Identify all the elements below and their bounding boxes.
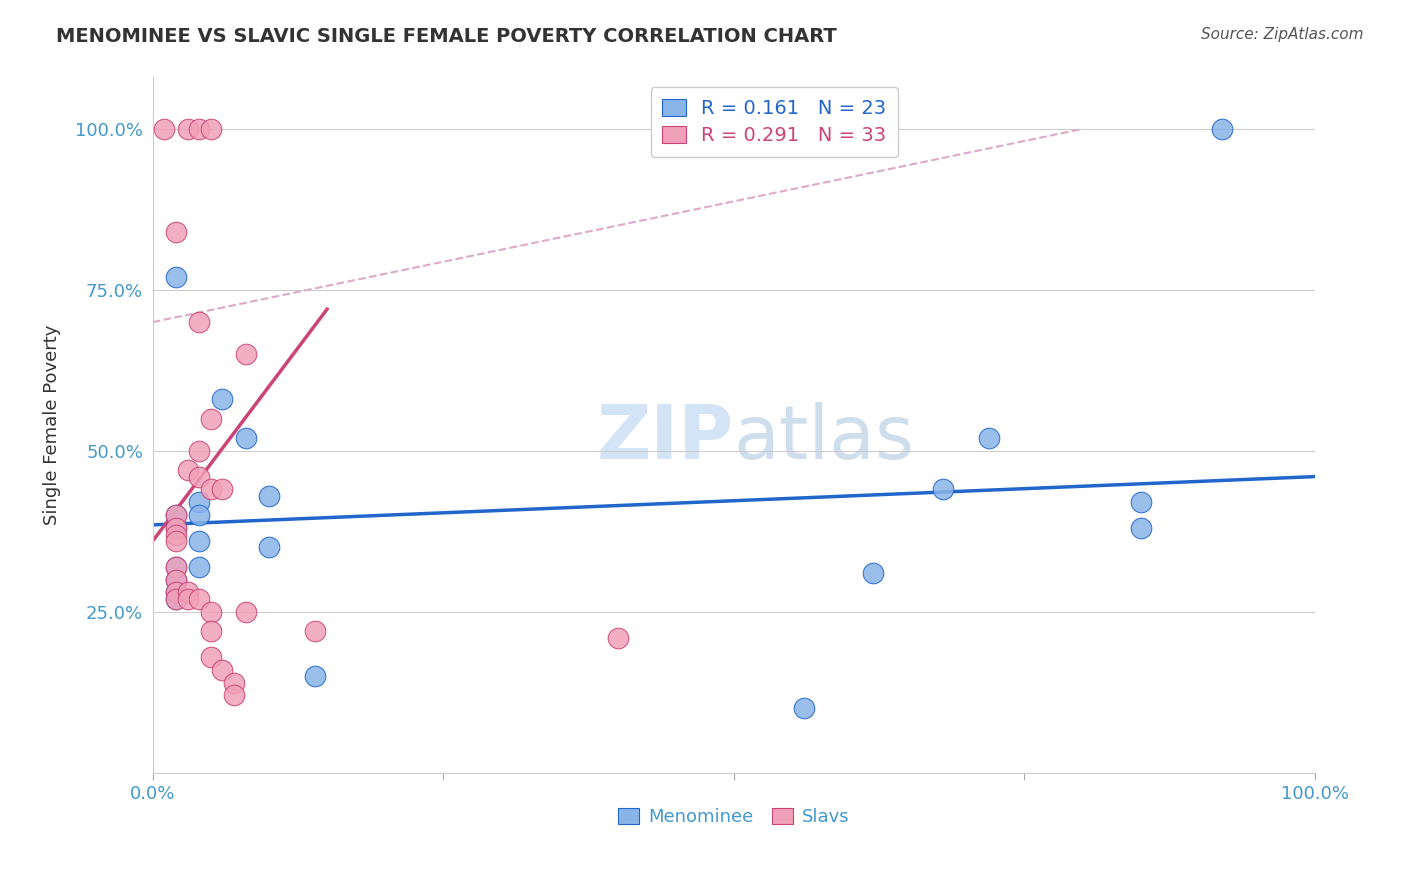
Point [165, 521, 187, 535]
Point [165, 559, 187, 574]
Text: ZIP: ZIP [596, 402, 734, 475]
Point [304, 669, 326, 683]
Point [176, 591, 198, 606]
Point [165, 585, 187, 599]
Point [200, 483, 222, 497]
Point [188, 122, 211, 136]
Point [165, 225, 187, 239]
Point [165, 573, 187, 587]
Point [257, 541, 280, 555]
Point [165, 508, 187, 523]
Point [211, 483, 233, 497]
Point [862, 566, 884, 581]
Point [200, 411, 222, 425]
Point [188, 533, 211, 548]
Point [188, 559, 211, 574]
Point [211, 392, 233, 407]
Point [211, 663, 233, 677]
Legend: Menominee, Slavs: Menominee, Slavs [610, 800, 858, 833]
Y-axis label: Single Female Poverty: Single Female Poverty [44, 325, 60, 525]
Point [304, 624, 326, 639]
Point [188, 508, 211, 523]
Point [792, 701, 814, 715]
Point [1211, 122, 1233, 136]
Point [188, 469, 211, 483]
Point [165, 585, 187, 599]
Point [176, 585, 198, 599]
Text: MENOMINEE VS SLAVIC SINGLE FEMALE POVERTY CORRELATION CHART: MENOMINEE VS SLAVIC SINGLE FEMALE POVERT… [56, 27, 837, 45]
Point [222, 675, 245, 690]
Point [165, 270, 187, 285]
Point [165, 527, 187, 541]
Point [188, 315, 211, 329]
Point [165, 573, 187, 587]
Point [257, 489, 280, 503]
Text: atlas: atlas [734, 402, 915, 475]
Point [165, 533, 187, 548]
Point [165, 591, 187, 606]
Point [606, 631, 628, 645]
Point [200, 649, 222, 664]
Point [176, 463, 198, 477]
Point [165, 591, 187, 606]
Point [153, 122, 176, 136]
Point [188, 591, 211, 606]
Point [188, 443, 211, 458]
Point [200, 605, 222, 619]
Point [165, 521, 187, 535]
Point [176, 122, 198, 136]
Point [200, 122, 222, 136]
Point [1129, 495, 1152, 509]
Point [1129, 521, 1152, 535]
Point [979, 431, 1001, 445]
Point [200, 624, 222, 639]
Point [188, 495, 211, 509]
Text: Source: ZipAtlas.com: Source: ZipAtlas.com [1201, 27, 1364, 42]
Point [235, 347, 257, 361]
Point [165, 508, 187, 523]
Point [932, 483, 955, 497]
Point [235, 431, 257, 445]
Point [222, 689, 245, 703]
Point [235, 605, 257, 619]
Point [165, 559, 187, 574]
